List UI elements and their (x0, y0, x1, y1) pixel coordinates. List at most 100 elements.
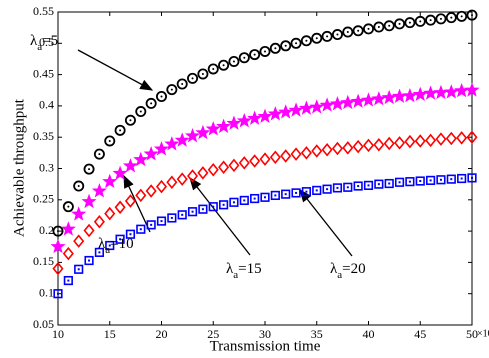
data-point (311, 144, 323, 158)
data-point (112, 165, 128, 180)
marker-dot (67, 279, 70, 282)
marker-ring (166, 84, 178, 96)
marker-dot (357, 185, 360, 188)
data-point (124, 114, 136, 126)
data-point (454, 82, 470, 98)
marker-dot (305, 190, 308, 193)
data-point (104, 135, 116, 147)
data-point (104, 206, 116, 221)
x-tick-label: 40 (363, 327, 375, 341)
data-point (321, 142, 333, 157)
marker-square (312, 185, 322, 196)
marker-diamond (187, 169, 199, 183)
data-point (394, 18, 406, 30)
marker-star (185, 128, 201, 143)
data-point (195, 124, 211, 140)
x-tick-label: 35 (311, 327, 323, 341)
marker-star (174, 132, 190, 147)
data-point (342, 26, 354, 38)
marker-dot (150, 223, 153, 226)
marker-diamond (73, 234, 85, 248)
marker-square (405, 177, 415, 187)
marker-ring (414, 15, 426, 27)
data-point (52, 261, 64, 276)
data-point (371, 91, 387, 106)
marker-star (71, 206, 87, 221)
data-point (145, 184, 157, 198)
data-point (164, 136, 180, 151)
data-point (114, 124, 126, 136)
marker-ring (352, 25, 364, 37)
marker-square (156, 216, 167, 226)
marker-dot (222, 203, 225, 206)
marker-star (267, 106, 283, 121)
marker-star (236, 112, 252, 128)
marker-ring (280, 40, 292, 52)
data-point (145, 97, 157, 109)
marker-ring (445, 12, 457, 24)
annotation: λa=20 (330, 261, 366, 280)
y-axis-label: Achievable throughput (11, 98, 27, 237)
data-point (94, 247, 104, 257)
data-point (135, 106, 147, 118)
marker-ring (269, 42, 281, 54)
data-point (219, 200, 229, 210)
data-point (125, 229, 136, 239)
data-point (83, 223, 95, 238)
marker-dot (264, 196, 266, 199)
annotation-text: =10 (110, 236, 133, 252)
marker-diamond (414, 134, 426, 148)
data-point (83, 163, 95, 175)
marker-diamond (197, 166, 209, 180)
marker-diamond (166, 175, 178, 190)
marker-star (329, 96, 345, 111)
marker-ring (290, 37, 302, 49)
marker-star (91, 183, 107, 198)
x-tick-label: 10 (52, 327, 64, 341)
data-point (226, 115, 242, 130)
data-point (176, 78, 188, 90)
data-point (281, 189, 291, 199)
marker-star (309, 99, 325, 114)
data-point (373, 21, 385, 33)
data-point (50, 238, 66, 254)
data-point (198, 204, 208, 214)
marker-square (394, 177, 405, 187)
data-point (331, 29, 343, 41)
marker-dot (429, 19, 432, 22)
marker-ring (249, 49, 261, 61)
data-point (373, 137, 385, 152)
marker-star (257, 108, 273, 123)
marker-star (392, 88, 408, 103)
marker-diamond (83, 223, 95, 238)
marker-star (247, 110, 263, 125)
marker-star (412, 86, 428, 102)
data-point (290, 37, 302, 49)
annotation-subscript: a (337, 269, 342, 281)
marker-dot (170, 88, 173, 91)
marker-ring (145, 97, 157, 109)
data-point (392, 88, 408, 103)
annotation: λa=5 (30, 33, 58, 52)
data-point (414, 134, 426, 148)
data-point (381, 89, 397, 105)
marker-square (167, 213, 177, 223)
annotation-text: =5 (42, 33, 58, 49)
data-point (331, 141, 343, 156)
marker-square (467, 173, 477, 183)
marker-star (350, 93, 366, 108)
marker-dot (77, 185, 80, 188)
data-point (445, 12, 457, 24)
data-point (73, 180, 85, 192)
marker-diamond (373, 137, 385, 152)
data-point (236, 112, 252, 128)
data-point (166, 175, 178, 190)
marker-dot (181, 82, 184, 85)
marker-ring (104, 135, 116, 147)
marker-dot (119, 129, 122, 132)
data-point (394, 136, 406, 150)
data-point (363, 180, 374, 191)
data-point (249, 154, 261, 168)
marker-star (153, 141, 170, 156)
